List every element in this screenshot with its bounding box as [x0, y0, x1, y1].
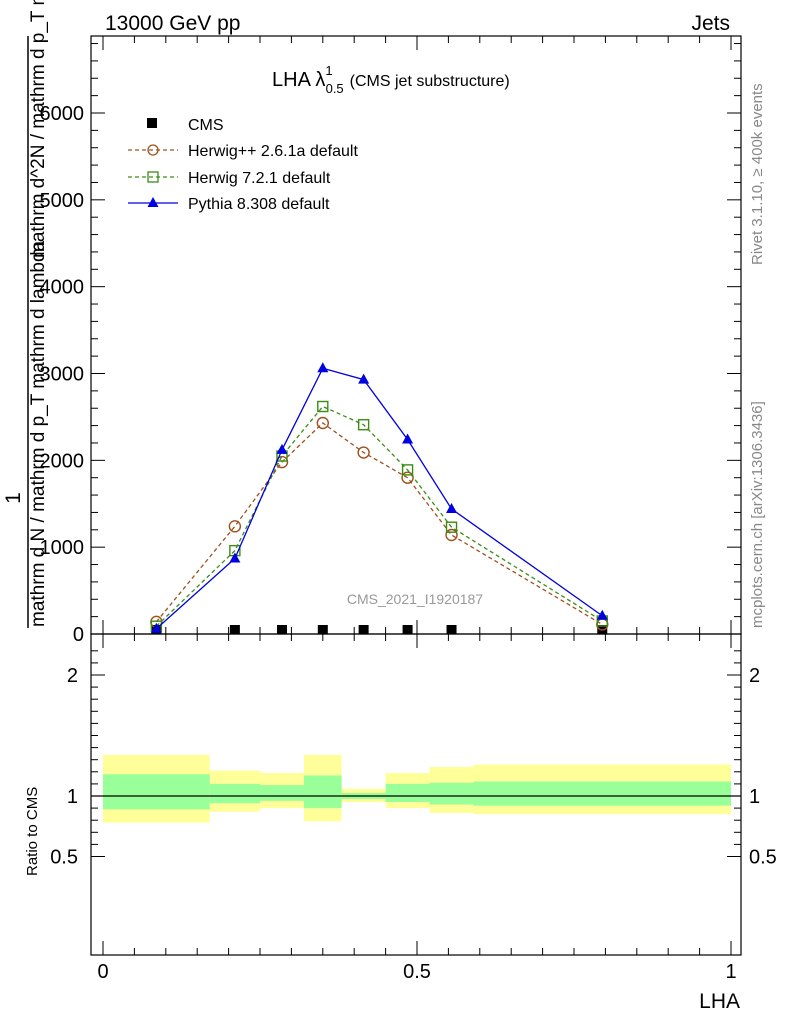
pythia-point — [317, 362, 329, 373]
title-prefix: LHA λ — [272, 69, 325, 91]
ratio-band-inner — [209, 783, 260, 804]
pythia-point — [150, 622, 162, 633]
herwigpp-point — [228, 520, 242, 533]
rivet-label: Rivet 3.1.10, ≥ 400k events — [749, 83, 766, 265]
ratio-band-inner — [473, 781, 731, 806]
mcplots-label: mcplots.cern.ch [arXiv:1306.3436] — [749, 401, 766, 628]
ratio-band-inner — [385, 783, 430, 803]
main-y-tick-label: 2000 — [40, 450, 85, 472]
main-y-tick-label: 5000 — [40, 190, 85, 212]
main-y-tick-label: 0 — [73, 624, 84, 646]
herwigpp-point — [445, 528, 458, 542]
series-line-3 — [155, 367, 603, 630]
x-tick-label: 1 — [725, 961, 736, 983]
pythia-point — [596, 609, 608, 620]
series-line-2 — [155, 405, 603, 627]
x-tick-label: 0.5 — [403, 961, 431, 983]
main-y-tick-label: 1000 — [40, 537, 85, 559]
title-suffix: (CMS jet substructure) — [350, 73, 510, 90]
cms-data-point — [402, 625, 413, 634]
ylabel-denominator: mathrm d N / mathrm d p_T mathrm d lambd… — [28, 240, 49, 627]
series-line-1 — [155, 422, 603, 626]
legend-herwigpp-marker — [147, 144, 159, 156]
herwig7-point — [445, 521, 458, 533]
watermark: CMS_2021_I1920187 — [347, 591, 483, 607]
herwigpp-point — [316, 416, 329, 430]
herwigpp-point — [401, 471, 414, 484]
ratio-band-inner — [260, 785, 304, 801]
cms-data-point — [358, 625, 369, 634]
herwig7-point — [401, 464, 414, 476]
herwigpp-point — [357, 446, 370, 459]
pythia-point — [402, 433, 414, 444]
legend-pythia-label: Pythia 8.308 default — [188, 196, 330, 213]
ratio-y-tick-label: 1 — [67, 786, 78, 808]
ratio-y-tick-label-right: 2 — [749, 665, 760, 687]
ylabel-numerator: 1 — [2, 492, 25, 504]
cms-data-point — [317, 625, 328, 634]
header-left: 13000 GeV pp — [105, 12, 240, 35]
main-y-tick-label: 3000 — [40, 364, 85, 386]
ratio-y-tick-label: 0.5 — [50, 847, 78, 869]
title-sub: 0.5 — [326, 81, 344, 96]
cms-data-point — [446, 625, 457, 634]
legend-herwig7-label: Herwig 7.2.1 default — [188, 170, 331, 187]
pythia-point — [446, 502, 458, 513]
legend: CMS Herwig++ 2.6.1a default Herwig 7.2.1… — [128, 117, 358, 213]
header-right: Jets — [691, 12, 730, 35]
ratio-band-inner — [103, 774, 210, 810]
ratio-frame — [90, 633, 742, 956]
cms-data-point — [229, 625, 240, 634]
legend-cms-marker — [147, 118, 157, 128]
ratio-band-inner — [303, 775, 342, 809]
ratio-y-tick-label-right: 0.5 — [749, 847, 777, 869]
pythia-point — [358, 373, 370, 384]
title-sup: 1 — [325, 63, 332, 78]
ratio-band-inner — [429, 782, 474, 805]
main-y-tick-label: 4000 — [40, 277, 85, 299]
ylabel-main: mathrm d^2N / mathrm d p_T mathrm d lamb… — [28, 0, 49, 258]
chart-title: LHA λ1 0.5 (CMS jet substructure) — [272, 63, 510, 96]
legend-herwig7-marker — [147, 171, 159, 183]
legend-herwigpp-label: Herwig++ 2.6.1a default — [188, 143, 358, 160]
herwig7-point — [317, 400, 329, 413]
main-y-tick-label: 6000 — [40, 103, 85, 125]
herwig7-point — [357, 419, 370, 431]
legend-pythia-marker — [147, 197, 159, 207]
cms-data-point — [276, 625, 287, 634]
xlabel: LHA — [699, 990, 740, 1013]
ratio-y-tick-label: 2 — [67, 665, 78, 687]
pythia-point — [276, 443, 288, 454]
legend-cms-label: CMS — [188, 117, 224, 134]
ratio-y-tick-label-right: 1 — [749, 786, 760, 808]
pythia-point — [229, 552, 241, 563]
ratio-ylabel: Ratio to CMS — [24, 787, 41, 876]
x-tick-label: 0 — [97, 961, 108, 983]
